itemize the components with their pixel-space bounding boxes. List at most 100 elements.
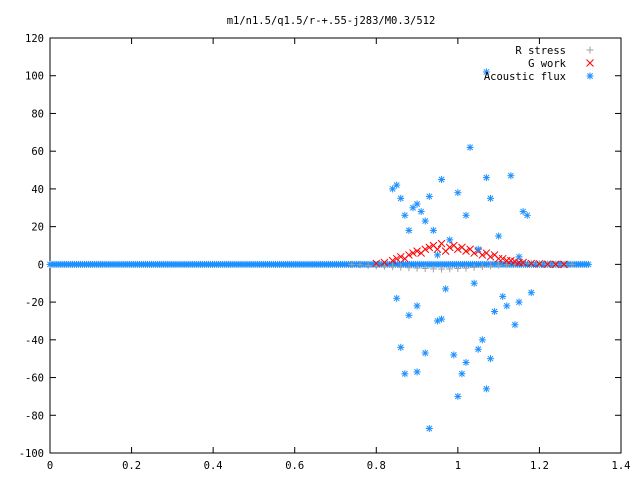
y-axis: -100 -80 -60 -40 -20 0 20 40 60 80 100 120: [19, 33, 621, 460]
acoustic-flux-point: [527, 289, 535, 297]
acoustic-flux-point: [442, 285, 450, 293]
acoustic-flux-point: [433, 251, 441, 259]
acoustic-flux-point: [397, 194, 405, 202]
x-axis: 0 0.2 0.4 0.6 0.8 1 1.2 1.4: [47, 38, 630, 472]
acoustic-flux-point: [413, 200, 421, 208]
acoustic-flux-point: [478, 336, 486, 344]
y-tick-label: 80: [31, 108, 44, 120]
data-marks: [46, 68, 592, 432]
acoustic-flux-point: [523, 211, 531, 219]
r-stress-point: [348, 260, 356, 268]
acoustic-flux-point: [425, 192, 433, 200]
acoustic-flux-point: [515, 253, 523, 261]
g-work-point: [527, 259, 536, 268]
legend-label-r-stress: R stress: [515, 45, 566, 57]
acoustic-flux-point: [446, 236, 454, 244]
acoustic-flux-point: [405, 311, 413, 319]
g-work-point: [433, 245, 442, 254]
y-tick-label: 20: [31, 222, 44, 234]
acoustic-flux-point: [482, 174, 490, 182]
legend-marker-r-stress: [586, 46, 594, 54]
y-tick-label: -100: [19, 448, 44, 460]
acoustic-flux-point: [429, 226, 437, 234]
chart-title: m1/n1.5/q1.5/r-+.55-j283/M0.3/512: [227, 15, 436, 27]
x-tick-label: 1: [455, 460, 461, 472]
r-stress-point: [568, 260, 576, 268]
acoustic-flux-point: [474, 245, 482, 253]
r-stress-point: [495, 261, 503, 269]
y-tick-label: -80: [25, 410, 44, 422]
acoustic-flux-point: [474, 345, 482, 353]
r-stress-point: [413, 264, 421, 272]
x-tick-label: 0.6: [285, 460, 304, 472]
g-work-point: [405, 251, 413, 259]
acoustic-flux-point: [413, 368, 421, 376]
legend-marker-g-work: [586, 59, 594, 67]
acoustic-flux-point: [454, 392, 462, 400]
g-work-point: [551, 260, 560, 269]
g-work-point: [388, 256, 397, 265]
legend-label-acoustic-flux: Acoustic flux: [484, 71, 566, 83]
g-work-point: [445, 243, 454, 252]
y-tick-label: -60: [25, 373, 44, 385]
acoustic-flux-point: [421, 349, 429, 357]
acoustic-flux-point: [507, 172, 515, 180]
r-stress-point: [397, 263, 405, 271]
g-work-point: [478, 251, 487, 259]
y-tick-label: -40: [25, 335, 44, 347]
r-stress-point: [478, 263, 486, 271]
acoustic-flux-point: [397, 343, 405, 351]
plot-frame: [49, 37, 622, 454]
acoustic-flux-point: [466, 143, 474, 151]
y-tick-label: 100: [25, 71, 44, 83]
y-tick-label: 0: [38, 259, 44, 271]
acoustic-flux-point: [482, 68, 490, 76]
acoustic-flux-point: [495, 232, 503, 240]
g-work-point: [392, 254, 401, 263]
acoustic-flux-point: [401, 370, 409, 378]
y-tick-label: 60: [31, 146, 44, 158]
g-work-point: [413, 247, 421, 256]
acoustic-flux-point: [462, 358, 470, 366]
acoustic-flux-point: [470, 279, 478, 287]
r-stress-point: [438, 265, 446, 273]
acoustic-flux-point: [450, 351, 458, 359]
g-work-point: [372, 259, 381, 268]
r-stress-point: [389, 263, 397, 271]
r-stress-point: [429, 265, 437, 273]
r-stress-point: [503, 261, 511, 269]
acoustic-flux-point: [462, 211, 470, 219]
r-stress-point: [421, 265, 429, 273]
x-tick-label: 0.2: [122, 460, 141, 472]
g-work-point: [380, 258, 389, 267]
x-tick-label: 0.4: [204, 460, 223, 472]
x-tick-label: 0.8: [367, 460, 386, 472]
acoustic-flux-point: [405, 226, 413, 234]
g-work-point: [421, 245, 430, 254]
acoustic-flux-point: [401, 211, 409, 219]
legend-label-g-work: G work: [528, 58, 567, 70]
acoustic-flux-point: [421, 217, 429, 225]
r-stress-point: [364, 261, 372, 269]
acoustic-flux-point: [458, 370, 466, 378]
g-work-point: [437, 239, 446, 248]
acoustic-flux-point: [491, 308, 499, 316]
g-work-point: [462, 247, 470, 256]
y-tick-label: 120: [25, 33, 44, 45]
acoustic-flux-point: [425, 424, 433, 432]
acoustic-flux-point: [438, 175, 446, 183]
acoustic-flux-point: [511, 321, 519, 329]
r-stress-point: [446, 265, 454, 273]
y-tick-label: 40: [31, 184, 44, 196]
g-work-point: [396, 252, 405, 261]
acoustic-flux-point: [438, 315, 446, 323]
r-stress-point: [356, 261, 364, 269]
x-tick-label: 1.2: [530, 460, 549, 472]
r-stress-point: [405, 264, 413, 272]
r-stress-point: [462, 264, 470, 272]
r-stress-point: [380, 262, 388, 270]
g-work-point: [498, 254, 507, 263]
acoustic-flux-point: [486, 194, 494, 202]
